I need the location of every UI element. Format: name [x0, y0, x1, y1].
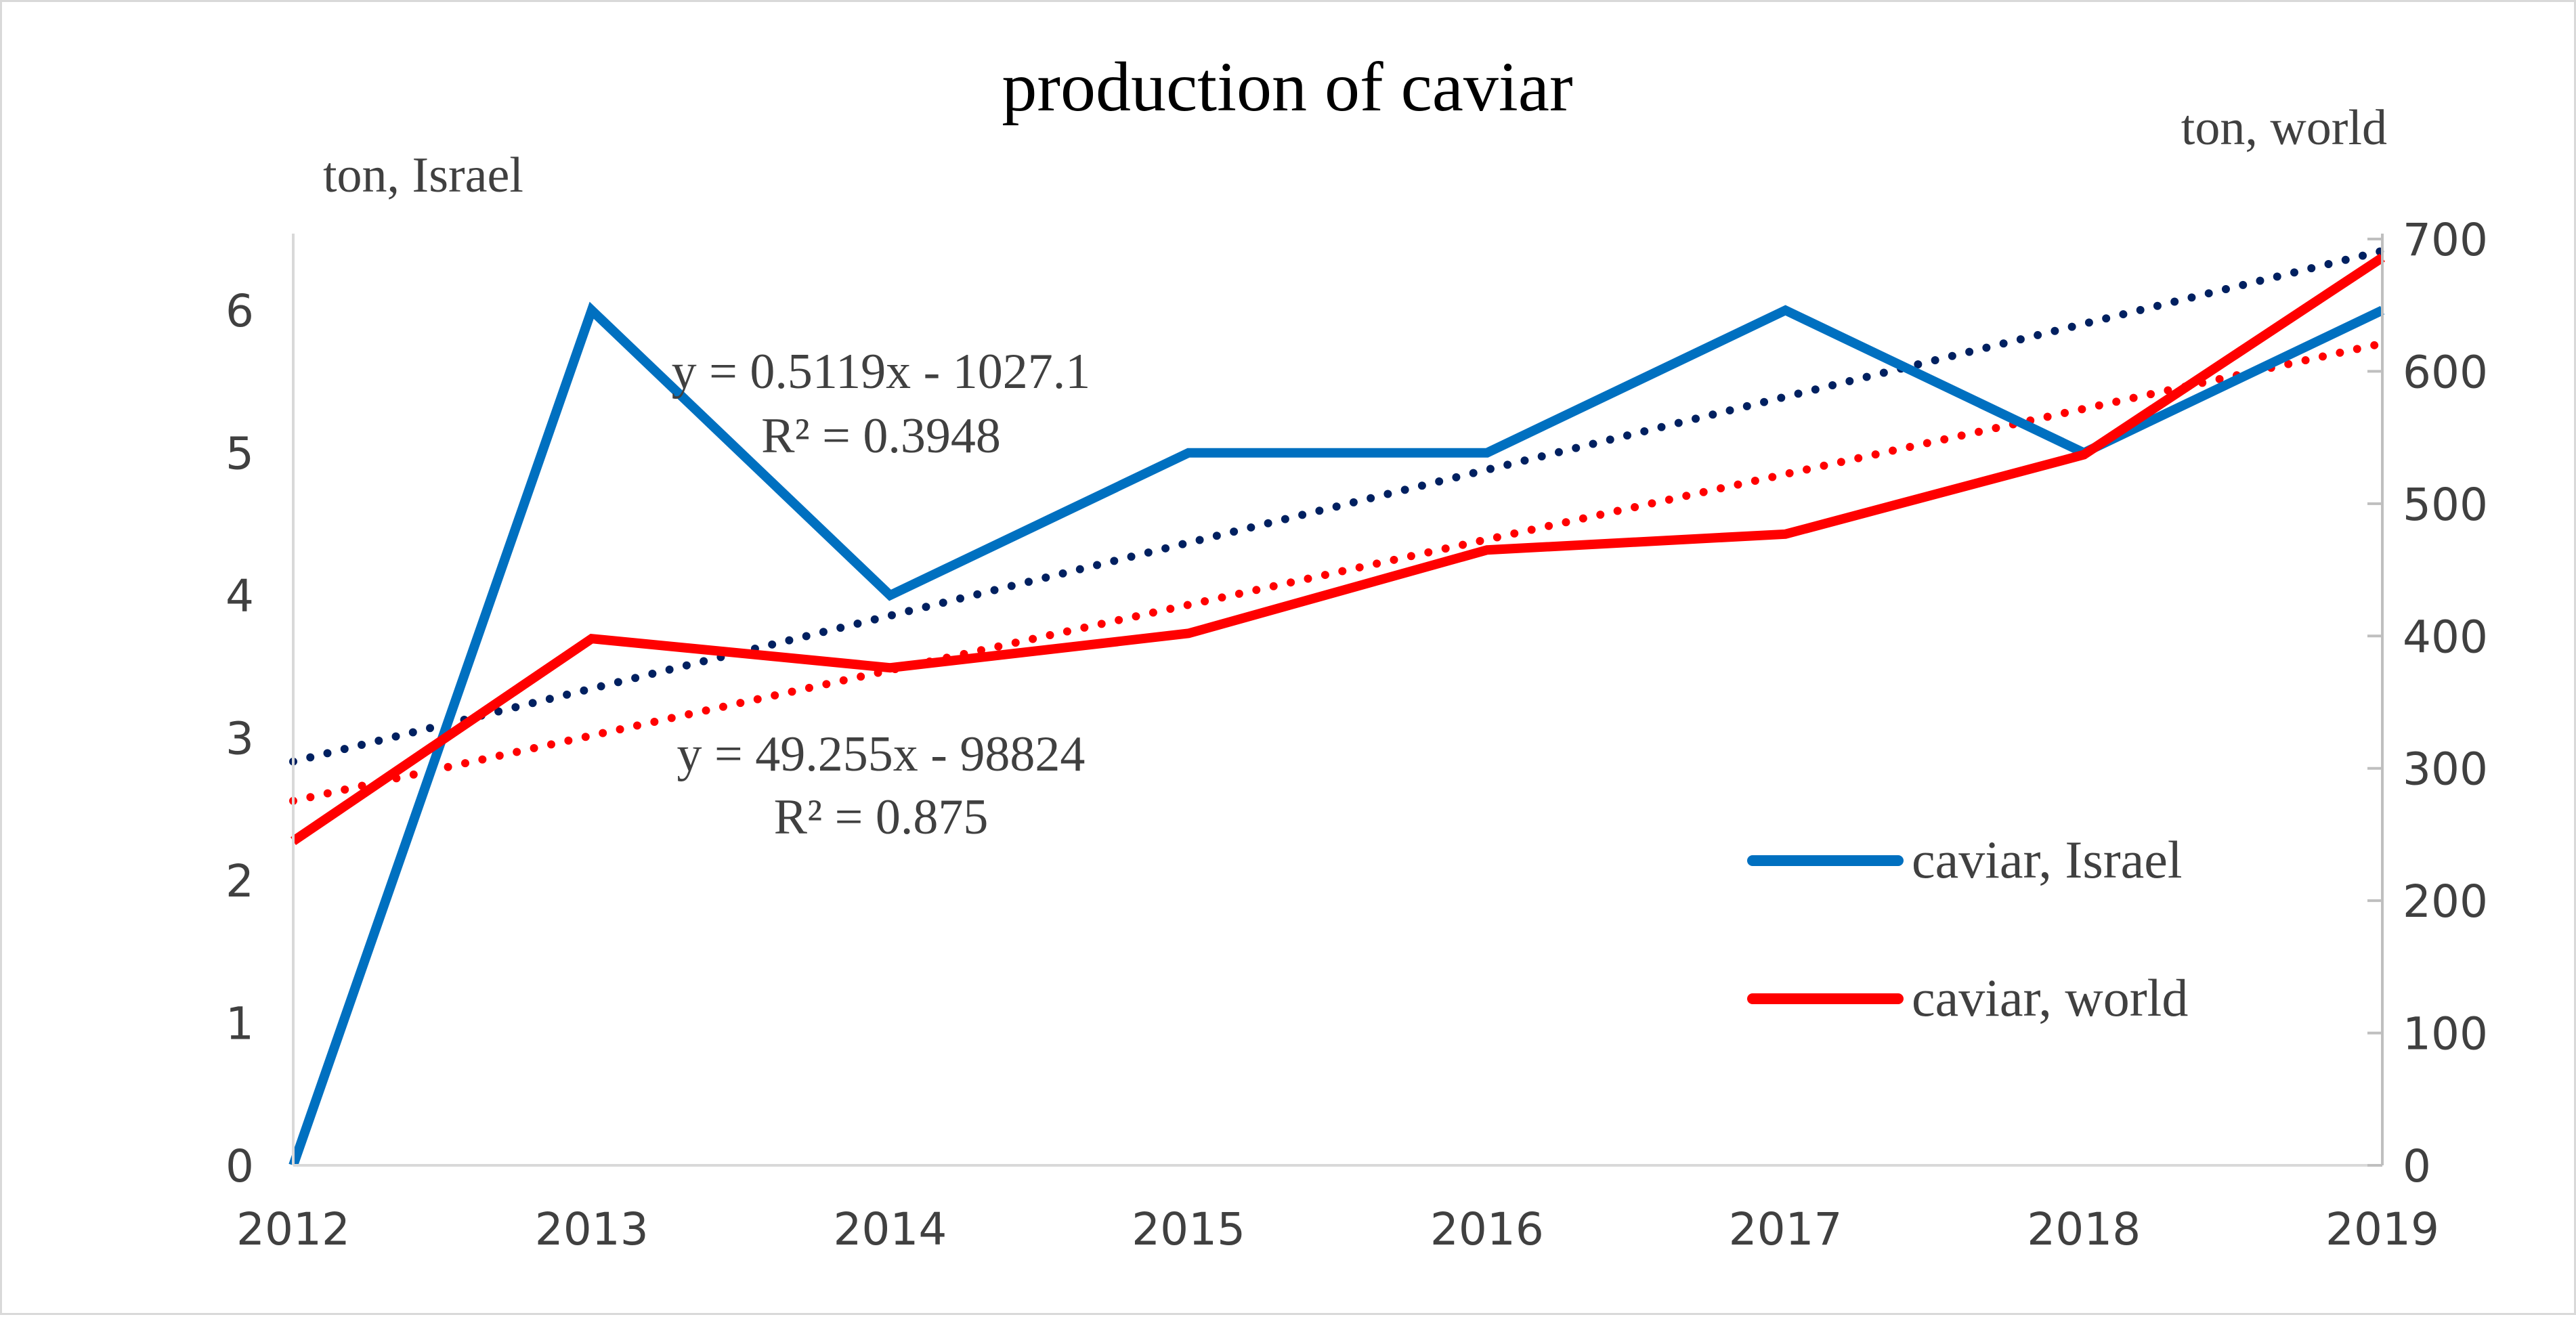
right-tick-label: 200 [2403, 876, 2488, 928]
chart-title: production of caviar [1002, 48, 1572, 126]
trend-r2-israel: R² = 0.3948 [761, 408, 1001, 464]
right-tick-label: 100 [2403, 1008, 2488, 1060]
right-axis-title: ton, world [2181, 100, 2387, 156]
legend: caviar, Israel caviar, world [1753, 830, 2188, 1027]
trend-equation-world: y = 49.255x - 98824 [677, 727, 1086, 782]
series-line-israel [293, 310, 2382, 1165]
x-tick-label: 2019 [2325, 1203, 2439, 1255]
chart-frame: 0 1 2 3 4 5 6 0 100 200 300 400 500 600 700 2012 2013 201… [0, 0, 2576, 1315]
right-tick-label: 0 [2403, 1140, 2431, 1192]
left-tick-label: 2 [226, 855, 254, 907]
legend-label-israel: caviar, Israel [1912, 830, 2183, 889]
left-tick-label: 3 [226, 713, 254, 765]
x-tick-label: 2015 [1132, 1203, 1245, 1255]
left-tick-label: 1 [226, 998, 254, 1050]
right-tick-label: 300 [2403, 743, 2488, 796]
trend-r2-world: R² = 0.875 [774, 790, 989, 845]
chart-svg: 0 1 2 3 4 5 6 0 100 200 300 400 500 600 700 2012 2013 201… [2, 2, 2576, 1317]
x-tick-label: 2017 [1729, 1203, 1843, 1255]
left-tick-label: 6 [226, 285, 254, 337]
right-tick-label: 700 [2403, 214, 2488, 266]
series-line-world [293, 257, 2382, 841]
trendlines [293, 251, 2382, 801]
data-series [293, 257, 2382, 1165]
legend-label-world: caviar, world [1912, 968, 2188, 1027]
left-axis-title: ton, Israel [323, 148, 523, 203]
x-tick-label: 2018 [2027, 1203, 2141, 1255]
trend-equation-israel: y = 0.5119x - 1027.1 [672, 344, 1091, 400]
x-tick-label: 2014 [833, 1203, 947, 1255]
x-tick-label: 2013 [535, 1203, 649, 1255]
right-tick-label: 600 [2403, 346, 2488, 398]
left-tick-label: 0 [226, 1140, 254, 1192]
left-tick-label: 4 [226, 570, 254, 622]
left-tick-label: 5 [226, 428, 254, 480]
axes: 0 1 2 3 4 5 6 0 100 200 300 400 500 600 700 2012 2013 201… [226, 214, 2488, 1255]
trendline-world [293, 343, 2382, 801]
x-tick-label: 2012 [236, 1203, 350, 1255]
right-tick-label: 500 [2403, 479, 2488, 531]
x-tick-label: 2016 [1430, 1203, 1544, 1255]
right-tick-label: 400 [2403, 611, 2488, 663]
